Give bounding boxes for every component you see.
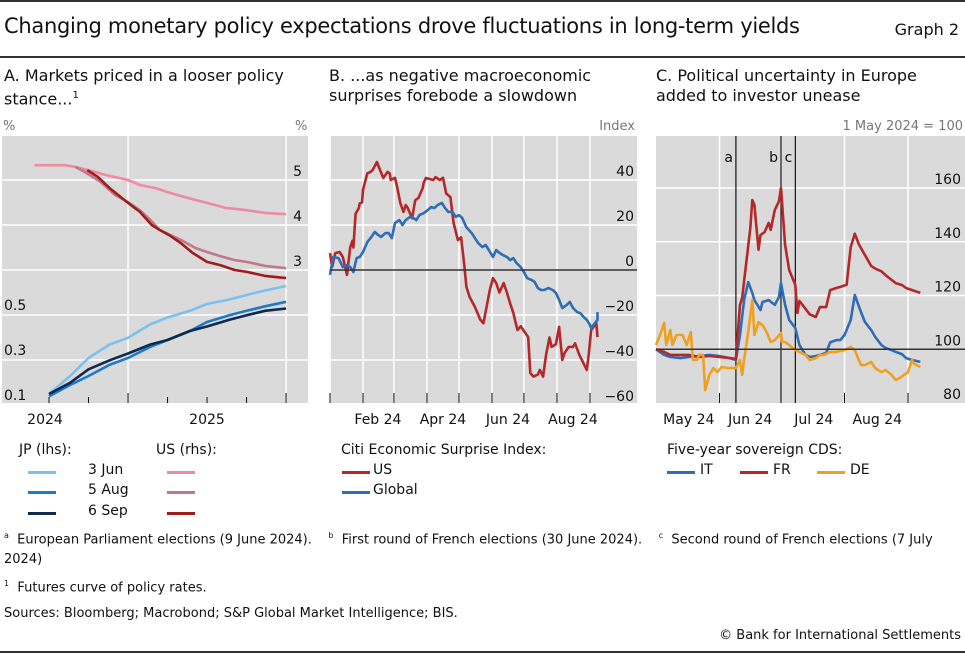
copyright: © Bank for International Settlements: [719, 628, 961, 643]
y-tick-label: 0: [625, 254, 634, 270]
x-tick-label: 2025: [189, 412, 225, 428]
legend-b-header: Citi Economic Surprise Index:: [341, 442, 547, 458]
y-left-tick-label: 0.3: [4, 343, 26, 359]
legend-jp-header: JP (lhs):: [19, 442, 72, 458]
panel-a-title-line1: A. Markets priced in a looser policy: [4, 66, 284, 85]
footnote-events: a European Parliament elections (9 June …: [4, 531, 933, 547]
legend-b-global: Global: [373, 482, 418, 498]
y-tick-label: −60: [604, 389, 634, 405]
legend-swatch-it: [667, 471, 695, 474]
legend-date-5aug: 5 Aug: [88, 482, 129, 498]
y-tick-label: 100: [934, 333, 961, 349]
series-line-us-3-jun: [34, 163, 287, 216]
bottom-rule: [0, 651, 965, 653]
x-tick-label: 2024: [27, 412, 63, 428]
legend-swatch-us-6sep: [167, 512, 195, 515]
footnote-c-text: Second round of French elections (7 July: [671, 532, 933, 548]
footnote-1: 1 Futures curve of policy rates.: [4, 579, 207, 595]
x-tick-label: May 24: [663, 412, 714, 428]
page-title: Changing monetary policy expectations dr…: [4, 14, 800, 38]
series-line-us: [328, 160, 599, 378]
x-tick-label: Apr 24: [420, 412, 467, 428]
panel-c-title: C. Political uncertainty in Europe added…: [656, 66, 917, 106]
panel-b-title-line1: B. ...as negative macroeconomic: [329, 66, 592, 85]
series-line-fr: [655, 186, 921, 361]
legend-swatch-de: [817, 471, 845, 474]
x-tick-label: Jun 24: [485, 412, 530, 428]
panel-a-title: A. Markets priced in a looser policy sta…: [4, 66, 284, 109]
y-right-tick-label: 5: [293, 164, 302, 180]
legend-swatch-jp-3jun: [28, 471, 56, 474]
y-right-tick-label: 4: [293, 209, 302, 225]
x-tick-label: Jun 24: [727, 412, 772, 428]
event-label-c: c: [785, 150, 793, 166]
y-tick-label: 120: [934, 280, 961, 296]
panel-c-title-line2: added to investor unease: [656, 86, 861, 105]
panel-b-title-line2: surprises forebode a slowdown: [329, 86, 578, 105]
footnote-1-text: Futures curve of policy rates.: [17, 580, 207, 596]
panel-a-title-text: stance...: [4, 89, 73, 109]
footnote-a-mark: a: [4, 531, 9, 540]
panel-a-unit-right: %: [295, 119, 308, 134]
y-tick-label: 140: [934, 226, 961, 242]
legend-swatch-us-5aug: [167, 491, 195, 494]
graph-label: Graph 2: [894, 20, 959, 39]
series-line-jp-6-sep: [48, 307, 287, 396]
panel-a-title-line2: stance...1: [4, 86, 284, 109]
legend-date-3jun: 3 Jun: [88, 462, 124, 478]
panel-c-title-line1: C. Political uncertainty in Europe: [656, 66, 917, 85]
y-tick-label: 160: [934, 172, 961, 188]
y-right-tick-label: 3: [293, 254, 302, 270]
series-line-de: [654, 298, 921, 392]
y-tick-label: 40: [616, 164, 634, 180]
panel-b-title: B. ...as negative macroeconomic surprise…: [329, 66, 591, 106]
series-line-jp-3-jun: [48, 284, 287, 395]
footnote-b-text: First round of French elections (30 June…: [341, 532, 643, 548]
title-rule: [0, 56, 965, 58]
legend-c-fr: FR: [773, 462, 791, 478]
x-tick-label: Jul 24: [793, 412, 833, 428]
footnote-c-mark: c: [658, 531, 664, 540]
legend-swatch-fr: [740, 471, 768, 474]
x-tick-label: Feb 24: [354, 412, 401, 428]
y-tick-label: −40: [604, 344, 634, 360]
footnote-mark: 1: [72, 90, 79, 101]
y-left-tick-label: 0.5: [4, 298, 26, 314]
footnote-b-mark: b: [328, 531, 334, 540]
legend-swatch-us: [342, 471, 370, 474]
event-label-b: b: [769, 150, 778, 166]
legend-c-it: IT: [700, 462, 713, 478]
y-left-tick-label: 0.1: [4, 388, 26, 404]
y-tick-label: −20: [604, 299, 634, 315]
panel-b-unit: Index: [599, 119, 635, 134]
legend-us-header: US (rhs):: [156, 442, 217, 458]
legend-swatch-jp-6sep: [28, 512, 56, 515]
x-tick-label: Aug 24: [852, 412, 902, 428]
legend-c-de: DE: [850, 462, 870, 478]
x-tick-label: Aug 24: [548, 412, 598, 428]
sources: Sources: Bloomberg; Macrobond; S&P Globa…: [4, 606, 458, 621]
y-tick-label: 80: [943, 387, 961, 403]
footnote-1-mark: 1: [4, 579, 10, 588]
y-tick-label: 20: [616, 209, 634, 225]
legend-c-header: Five-year sovereign CDS:: [667, 442, 843, 458]
panel-a-unit-left: %: [3, 119, 16, 134]
series-line-us-6-sep: [86, 169, 287, 280]
event-label-a: a: [724, 150, 733, 166]
legend-swatch-global: [342, 491, 370, 494]
legend-b-us: US: [373, 462, 393, 478]
legend-date-6sep: 6 Sep: [88, 503, 128, 519]
legend-swatch-us-3jun: [167, 471, 195, 474]
footnote-c-continuation: 2024): [4, 552, 43, 567]
panel-c-unit: 1 May 2024 = 100: [842, 119, 963, 134]
top-rule: [0, 0, 965, 2]
legend-swatch-jp-5aug: [28, 491, 56, 494]
footnote-a-text: European Parliament elections (9 June 20…: [17, 532, 312, 548]
series-line-global: [328, 201, 599, 330]
